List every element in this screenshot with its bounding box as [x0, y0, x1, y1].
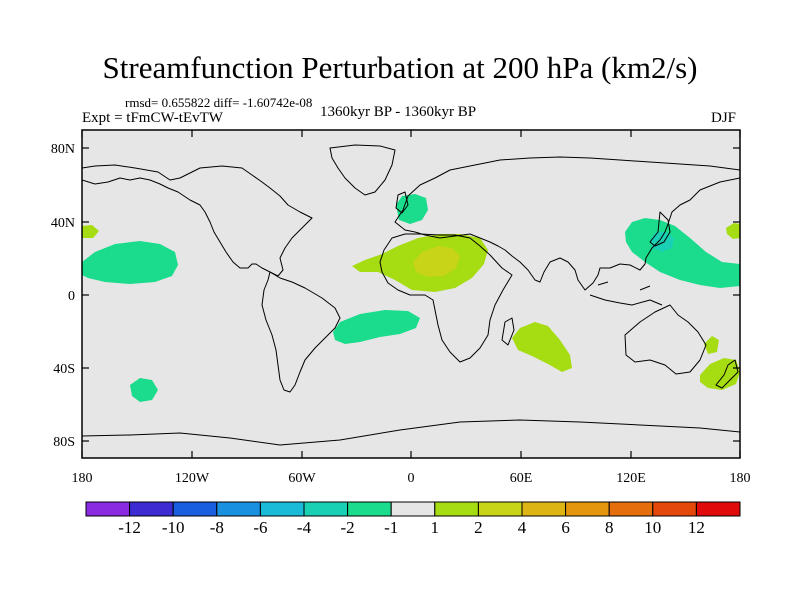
anomaly-layer [82, 194, 740, 402]
anomaly-south-atlantic-negative [333, 310, 420, 344]
colorbar-label: -4 [297, 518, 312, 537]
lon-label: 0 [408, 471, 415, 486]
colorbar-label: 2 [474, 518, 483, 537]
coast-indonesia [589, 281, 663, 306]
anomaly-sahara-core [413, 246, 460, 277]
lat-label: 0 [68, 289, 75, 304]
chart-title: Streamfunction Perturbation at 200 hPa (… [102, 50, 698, 85]
colorbar-swatch [390, 501, 436, 517]
colorbar-swatch [565, 501, 610, 517]
colorbar-swatch [695, 501, 741, 517]
colorbar-label: -10 [162, 518, 185, 537]
lat-label: 80N [51, 142, 75, 157]
colorbar-label: -6 [253, 518, 267, 537]
experiment-label: Expt = tFmCW-tEvTW [82, 110, 223, 126]
colorbar: -12 -10 -8 -6 -4 -2 -1 1 2 4 6 8 10 12 [85, 501, 741, 537]
coast-africa [379, 233, 513, 363]
lon-label: 120E [616, 471, 646, 486]
colorbar-label: 10 [644, 518, 661, 537]
anomaly-north-pacific-negative [82, 241, 178, 284]
anomaly-north-atlantic-negative [396, 194, 428, 224]
colorbar-label: 6 [561, 518, 570, 537]
colorbar-label: -1 [384, 518, 398, 537]
colorbar-swatch [259, 501, 305, 517]
coast-madagascar [501, 317, 515, 346]
colorbar-swatch [172, 501, 218, 517]
lon-label: 60E [510, 471, 533, 486]
lon-label: 180 [72, 471, 93, 486]
colorbar-swatch [303, 501, 349, 517]
colorbar-swatch [216, 501, 261, 517]
stats-label: rmsd= 0.655822 diff= -1.60742e-08 [125, 95, 313, 110]
colorbar-label: -2 [341, 518, 355, 537]
colorbar-label: -12 [118, 518, 141, 537]
coast-antarctica [82, 419, 740, 446]
lon-label: 120W [175, 471, 210, 486]
colorbar-swatch [347, 501, 392, 517]
colorbar-label: 1 [431, 518, 440, 537]
anomaly-west-pacific-core [650, 232, 674, 252]
colorbar-swatch [608, 501, 654, 517]
colorbar-swatch [521, 501, 567, 517]
colorbar-swatch [434, 501, 479, 517]
coast-new-zealand [715, 359, 739, 389]
anomaly-dateline-east-positive [82, 225, 99, 238]
coast-south-america [261, 271, 341, 393]
coast-australia [624, 304, 707, 375]
colorbar-swatch [477, 501, 523, 517]
colorbar-swatch [129, 501, 174, 517]
period-label: 1360kyr BP - 1360kyr BP [320, 104, 477, 120]
anomaly-new-zealand-positive [700, 358, 740, 390]
lat-label: 40N [51, 216, 75, 231]
anomaly-south-indian-positive [512, 322, 572, 372]
colorbar-label: 8 [605, 518, 614, 537]
colorbar-swatch [652, 501, 697, 517]
coast-japan [649, 211, 671, 247]
colorbar-label: 12 [688, 518, 705, 537]
anomaly-dateline-west-positive [726, 223, 740, 239]
anomaly-australia-east-positive [704, 336, 719, 354]
coast-british-isles [395, 191, 409, 214]
lon-label: 60W [288, 471, 316, 486]
season-label: DJF [711, 110, 737, 126]
coastlines [82, 144, 740, 446]
coast-greenland [329, 144, 396, 196]
colorbar-label: 4 [518, 518, 527, 537]
lat-label: 80S [53, 435, 75, 450]
lat-axis: 80N 40N 0 40S 80S [51, 142, 740, 450]
anomaly-south-pacific-negative [130, 378, 158, 402]
colorbar-label: -8 [210, 518, 224, 537]
lat-label: 40S [53, 362, 75, 377]
lon-axis: 180 120W 60W 0 60E 120E 180 [72, 130, 751, 486]
map-ocean [82, 130, 740, 458]
lon-label: 180 [730, 471, 751, 486]
coast-eurasia [394, 156, 740, 291]
colorbar-swatch [85, 501, 131, 517]
